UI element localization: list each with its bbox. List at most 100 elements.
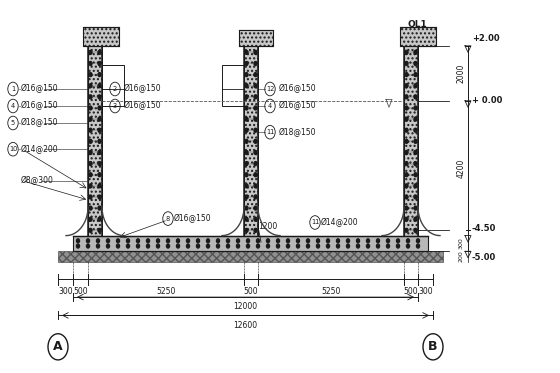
Circle shape — [236, 244, 240, 248]
Circle shape — [89, 151, 92, 154]
Circle shape — [98, 106, 101, 110]
Circle shape — [147, 239, 150, 243]
Circle shape — [386, 239, 390, 243]
Circle shape — [337, 244, 339, 248]
Circle shape — [98, 195, 101, 199]
Circle shape — [98, 50, 101, 54]
Circle shape — [287, 244, 290, 248]
Text: 500: 500 — [73, 286, 88, 296]
Circle shape — [245, 151, 248, 154]
Circle shape — [245, 62, 248, 65]
Text: Ø14@200: Ø14@200 — [21, 145, 59, 154]
Circle shape — [277, 244, 279, 248]
Circle shape — [405, 195, 408, 199]
Circle shape — [89, 184, 92, 188]
Circle shape — [89, 50, 92, 54]
Circle shape — [414, 173, 417, 177]
Circle shape — [414, 206, 417, 210]
Circle shape — [337, 239, 339, 243]
Text: 3: 3 — [113, 103, 117, 109]
Circle shape — [245, 184, 248, 188]
Circle shape — [405, 128, 408, 132]
Circle shape — [89, 173, 92, 177]
Circle shape — [417, 239, 419, 243]
Circle shape — [236, 239, 240, 243]
Circle shape — [347, 239, 349, 243]
Circle shape — [245, 95, 248, 99]
Circle shape — [267, 239, 269, 243]
Circle shape — [326, 239, 329, 243]
Circle shape — [405, 50, 408, 54]
Text: + 0.00: + 0.00 — [472, 96, 502, 105]
Circle shape — [245, 106, 248, 110]
Circle shape — [287, 239, 290, 243]
Text: 12000: 12000 — [234, 303, 258, 311]
Circle shape — [405, 117, 408, 121]
Text: 4: 4 — [11, 103, 15, 109]
Text: 500: 500 — [404, 286, 418, 296]
Circle shape — [405, 84, 408, 88]
Circle shape — [98, 228, 101, 232]
Circle shape — [386, 244, 390, 248]
Circle shape — [98, 206, 101, 210]
Text: 5250: 5250 — [321, 286, 340, 296]
Circle shape — [296, 244, 300, 248]
Circle shape — [254, 217, 257, 221]
Circle shape — [186, 239, 189, 243]
Circle shape — [405, 151, 408, 154]
Text: 4: 4 — [268, 103, 272, 109]
Circle shape — [376, 244, 380, 248]
Circle shape — [414, 228, 417, 232]
Circle shape — [396, 239, 399, 243]
Circle shape — [137, 239, 139, 243]
Circle shape — [245, 162, 248, 166]
Circle shape — [405, 184, 408, 188]
Circle shape — [254, 184, 257, 188]
Circle shape — [254, 84, 257, 88]
Circle shape — [89, 84, 92, 88]
Circle shape — [156, 239, 160, 243]
Circle shape — [176, 239, 180, 243]
Text: Ø18@150: Ø18@150 — [21, 119, 58, 128]
Circle shape — [254, 140, 257, 143]
Text: B: B — [428, 340, 438, 353]
Circle shape — [226, 239, 230, 243]
Circle shape — [89, 106, 92, 110]
Text: 300: 300 — [58, 286, 73, 296]
Bar — [222, 65, 244, 106]
Bar — [404, 46, 418, 236]
Text: 5: 5 — [11, 120, 15, 126]
Circle shape — [396, 244, 399, 248]
Text: 12: 12 — [266, 86, 274, 92]
Circle shape — [98, 128, 101, 132]
Circle shape — [405, 228, 408, 232]
Circle shape — [267, 244, 269, 248]
Circle shape — [256, 239, 259, 243]
Text: 300: 300 — [459, 238, 464, 249]
Circle shape — [254, 195, 257, 199]
Circle shape — [414, 50, 417, 54]
Circle shape — [417, 244, 419, 248]
Text: QL1: QL1 — [408, 21, 428, 29]
Circle shape — [414, 217, 417, 221]
Circle shape — [89, 95, 92, 99]
Circle shape — [127, 239, 129, 243]
Circle shape — [414, 73, 417, 76]
Circle shape — [405, 73, 408, 76]
Circle shape — [98, 151, 101, 154]
Circle shape — [217, 244, 220, 248]
Circle shape — [137, 244, 139, 248]
Circle shape — [77, 244, 80, 248]
Text: 11: 11 — [311, 219, 319, 226]
Circle shape — [254, 117, 257, 121]
Circle shape — [245, 117, 248, 121]
Circle shape — [254, 206, 257, 210]
Text: Ø16@150: Ø16@150 — [124, 101, 162, 110]
Bar — [400, 28, 436, 46]
Circle shape — [254, 95, 257, 99]
Circle shape — [246, 239, 250, 243]
Circle shape — [147, 244, 150, 248]
Circle shape — [326, 244, 329, 248]
Circle shape — [245, 173, 248, 177]
Circle shape — [357, 244, 360, 248]
